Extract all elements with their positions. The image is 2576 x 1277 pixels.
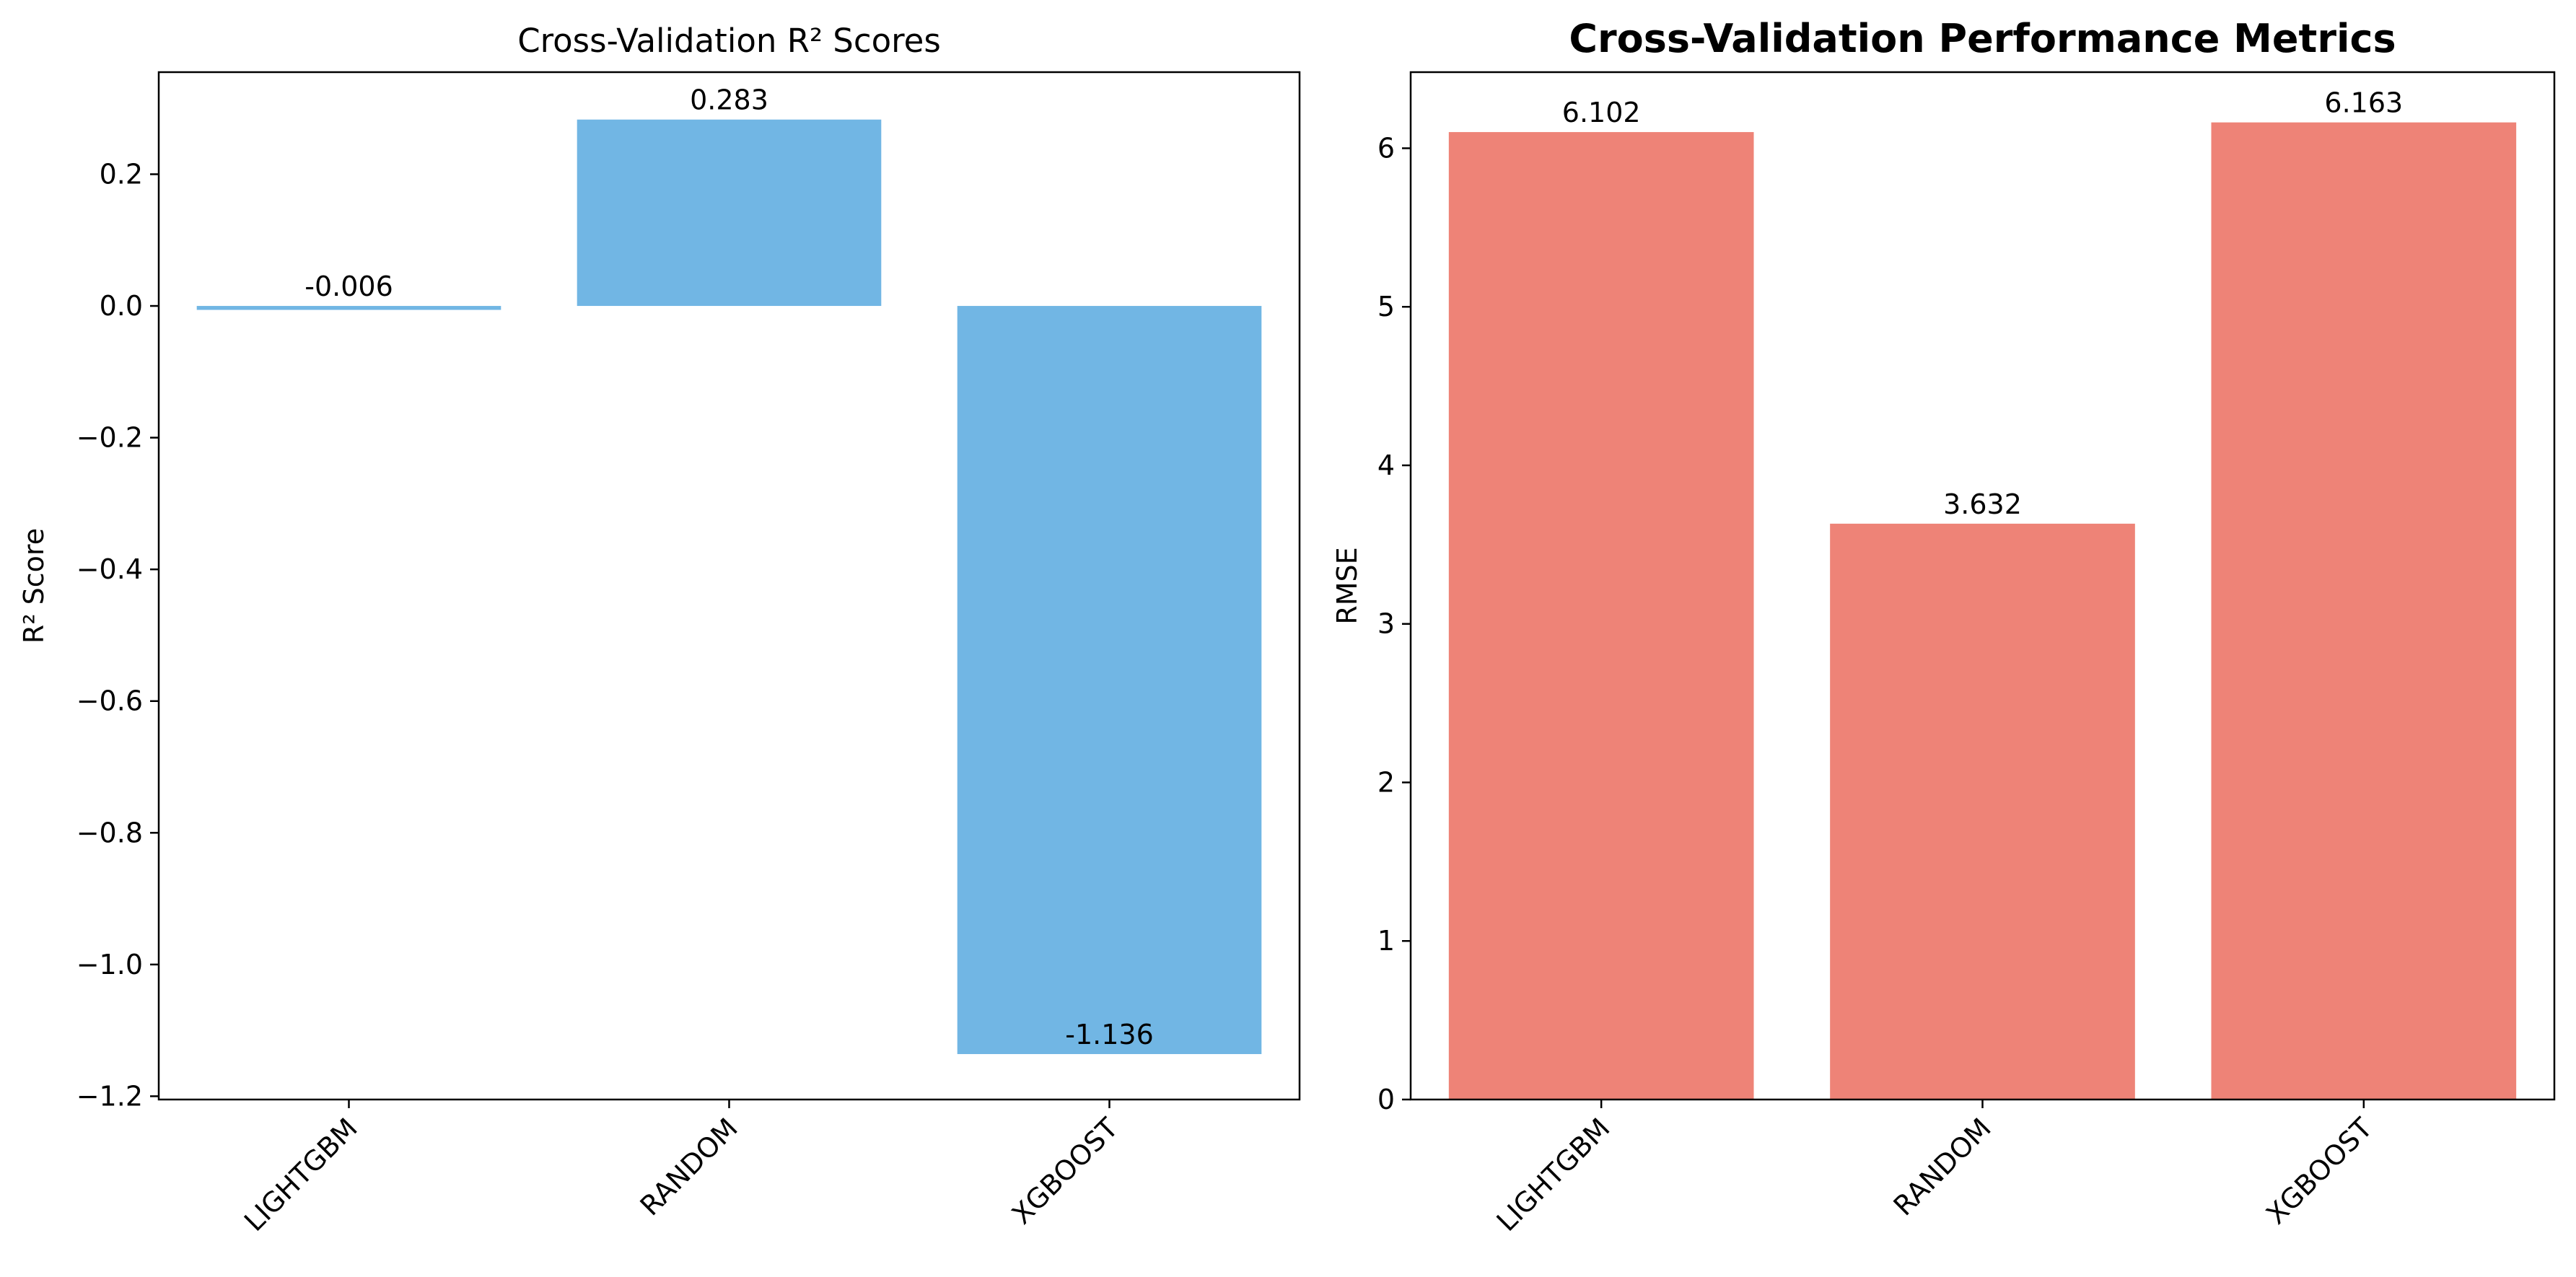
bar-lightgbm xyxy=(196,306,501,310)
y-tick-label: 2 xyxy=(1377,766,1395,798)
bar-xgboost xyxy=(957,306,1262,1055)
y-tick-label: 6 xyxy=(1377,132,1395,164)
y-tick-label: 0 xyxy=(1377,1084,1395,1115)
bar-xgboost xyxy=(2211,122,2517,1100)
y-tick-label: −0.2 xyxy=(76,422,143,454)
y-tick-label: −1.2 xyxy=(76,1080,143,1112)
y-tick-label: 0.0 xyxy=(100,290,143,322)
data-label-group: -0.006 0.283 -1.136 xyxy=(305,84,1154,1050)
y-tick-group: 0 1 2 3 4 5 6 xyxy=(1377,132,1411,1115)
bar-lightgbm xyxy=(1448,132,1754,1100)
bar-group xyxy=(1448,122,2517,1100)
y-tick-label: −0.8 xyxy=(76,817,143,848)
y-tick-group: −1.2 −1.0 −0.8 −0.6 −0.4 −0.2 0.0 0.2 xyxy=(76,158,159,1112)
y-axis-label: R² Score xyxy=(18,528,50,644)
bar-random xyxy=(1830,523,2135,1100)
y-tick-label: 0.2 xyxy=(100,158,143,190)
data-label-lightgbm: 6.102 xyxy=(1562,97,1641,128)
data-label-lightgbm: -0.006 xyxy=(305,271,393,302)
y-tick-label: −0.4 xyxy=(76,553,143,585)
plot-frame xyxy=(157,71,1301,1101)
plot-frame xyxy=(1409,71,2556,1101)
y-tick-label: 3 xyxy=(1377,608,1395,640)
data-label-xgboost: -1.136 xyxy=(1065,1019,1154,1050)
y-tick-label: 5 xyxy=(1377,291,1395,322)
chart-title: Cross-Validation R² Scores xyxy=(517,22,941,60)
y-tick-label: 4 xyxy=(1377,449,1395,481)
bar-random xyxy=(577,119,882,307)
chart-title: Cross-Validation Performance Metrics xyxy=(1569,16,2396,61)
y-tick-label: −1.0 xyxy=(76,949,143,980)
y-tick-label: −0.6 xyxy=(76,685,143,717)
data-label-xgboost: 6.163 xyxy=(2324,87,2403,119)
bar-group xyxy=(196,119,1262,1055)
y-tick-label: 1 xyxy=(1377,925,1395,957)
y-axis-label: RMSE xyxy=(1331,547,1363,624)
data-label-group: 6.102 3.632 6.163 xyxy=(1562,87,2403,520)
data-label-random: 0.283 xyxy=(690,84,768,116)
data-label-random: 3.632 xyxy=(1943,488,2022,520)
